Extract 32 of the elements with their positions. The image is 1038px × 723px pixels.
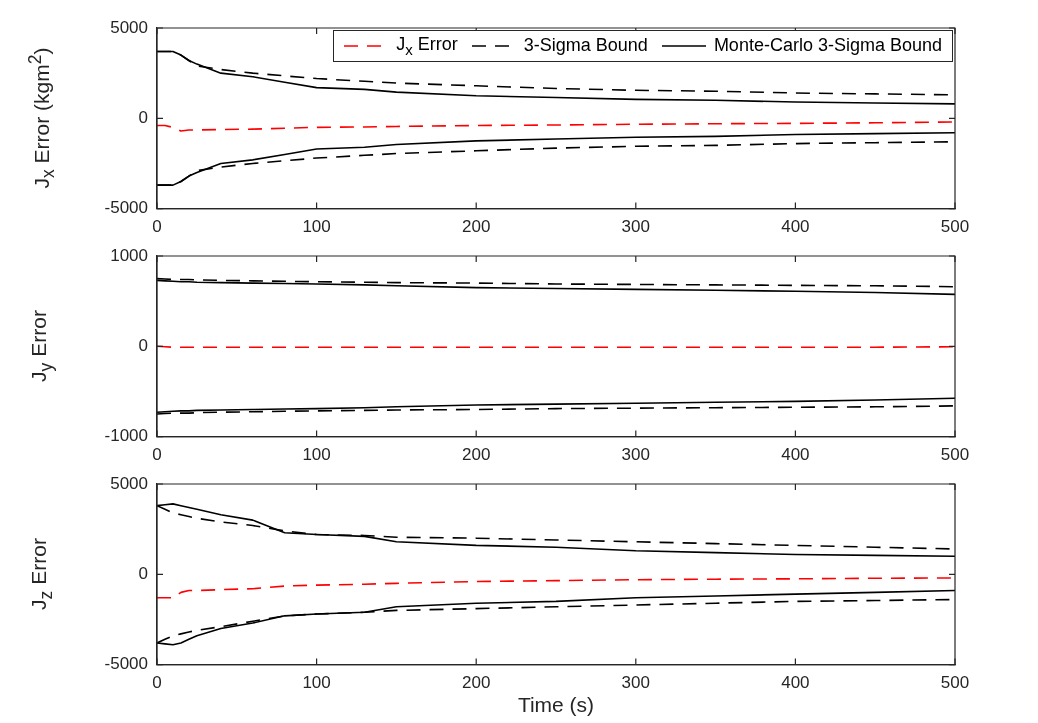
x-tick-label: 200 [462, 673, 491, 693]
line-series [157, 121, 955, 132]
x-tick-label: 0 [152, 217, 162, 237]
legend-label: 3-Sigma Bound [523, 35, 648, 57]
y-tick-label: -1000 [104, 426, 148, 446]
x-tick-label: 500 [940, 673, 970, 693]
x-tick-label: 500 [940, 445, 970, 465]
y-tick-label: 5000 [110, 17, 148, 37]
x-tick-label: 400 [781, 673, 810, 693]
x-tick-label: 300 [621, 673, 650, 693]
x-tick-label: 400 [781, 217, 810, 237]
y-tick-label: -5000 [104, 654, 148, 674]
y-tick-label: 0 [138, 563, 148, 583]
x-tick-label: 100 [302, 217, 331, 237]
y-tick-label: 0 [138, 335, 148, 355]
legend-label: Monte-Carlo 3-Sigma Bound [713, 35, 942, 57]
x-tick-label: 100 [302, 673, 331, 693]
y-tick-label: 1000 [110, 245, 148, 265]
y-tick-label: -5000 [104, 198, 148, 218]
y-tick-label: 0 [138, 107, 148, 127]
x-tick-label: 0 [152, 445, 162, 465]
x-tick-label: 400 [781, 445, 810, 465]
x-tick-label: 100 [302, 445, 331, 465]
x-axis-title: Time (s) [517, 692, 595, 717]
y-tick-label: 5000 [110, 473, 148, 493]
legend-label: J$_{x}$ Error [396, 34, 458, 58]
x-tick-label: 300 [621, 217, 650, 237]
x-tick-label: 200 [462, 445, 491, 465]
x-tick-label: 200 [462, 217, 491, 237]
x-tick-label: 500 [940, 217, 970, 237]
x-tick-label: 300 [621, 445, 650, 465]
x-tick-label: 0 [152, 673, 162, 693]
